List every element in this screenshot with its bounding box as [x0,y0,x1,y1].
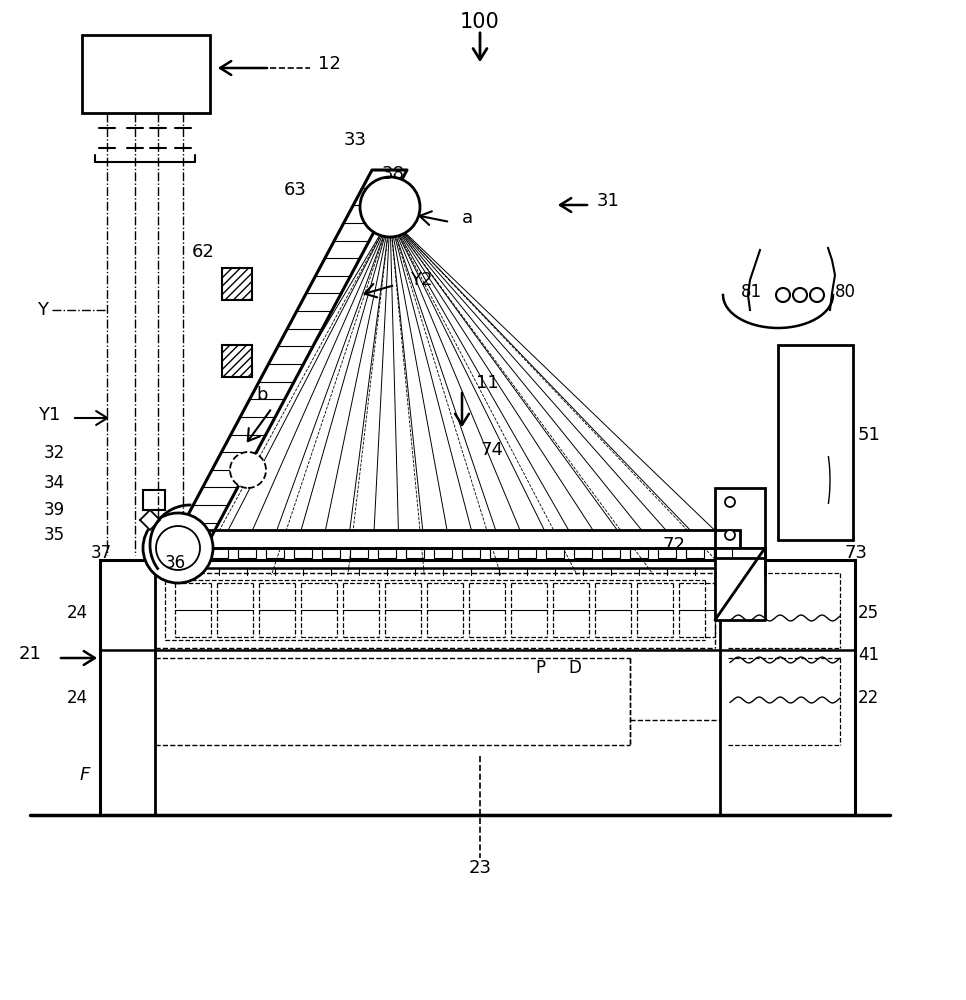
Bar [82,35,210,113]
Text: 74: 74 [480,441,503,459]
Bar [238,548,256,558]
Text: 41: 41 [858,646,879,664]
Bar [434,548,452,558]
Bar [778,345,853,540]
Bar [222,345,252,377]
Text: 24: 24 [67,689,88,707]
Circle shape [725,497,735,507]
Bar [714,548,732,558]
Text: 51: 51 [858,426,881,444]
Text: a: a [462,209,473,227]
Text: 33: 33 [344,131,366,149]
Circle shape [360,177,420,237]
Bar [350,548,368,558]
Bar [602,548,620,558]
Bar [720,560,855,815]
Bar [658,548,676,558]
Bar [406,548,424,558]
Text: 62: 62 [192,243,215,261]
Bar [195,548,740,568]
Text: 25: 25 [858,604,879,622]
Bar [143,490,165,510]
Bar [100,560,855,815]
Text: 39: 39 [43,501,65,519]
Bar [378,548,396,558]
Circle shape [230,452,266,488]
Polygon shape [140,510,160,530]
Bar [518,548,536,558]
Text: 38: 38 [382,165,405,183]
Bar [195,530,740,548]
Bar [715,488,765,558]
Text: Y2: Y2 [410,271,433,289]
Text: b: b [256,386,268,404]
Text: 22: 22 [858,689,879,707]
Text: 73: 73 [845,544,868,562]
Text: P: P [535,659,545,677]
Bar [294,548,312,558]
Text: 34: 34 [43,474,65,492]
Circle shape [776,288,790,302]
Bar [322,548,340,558]
Bar [210,548,228,558]
Polygon shape [165,170,407,558]
Text: 81: 81 [741,283,762,301]
Bar [546,548,564,558]
Text: Y: Y [37,301,48,319]
Text: 12: 12 [318,55,341,73]
Text: 35: 35 [43,526,65,544]
Text: 31: 31 [597,192,620,210]
Text: 37: 37 [91,544,112,562]
Circle shape [143,513,213,583]
Text: 24: 24 [67,604,88,622]
Circle shape [156,526,200,570]
Circle shape [810,288,824,302]
Circle shape [793,288,807,302]
Text: 23: 23 [469,859,492,877]
Bar [630,548,648,558]
Text: 21: 21 [19,645,42,663]
Bar [222,268,252,300]
Bar [574,548,592,558]
Text: 36: 36 [165,554,186,572]
Bar [462,548,480,558]
Circle shape [725,530,735,540]
Bar [490,548,508,558]
Bar [686,548,704,558]
Text: 63: 63 [284,181,306,199]
Polygon shape [715,548,765,620]
Text: 11: 11 [476,374,498,392]
Text: 80: 80 [835,283,856,301]
Text: 100: 100 [460,12,499,32]
Text: 72: 72 [662,536,685,554]
Text: F: F [80,766,91,784]
Bar [266,548,284,558]
Text: Y1: Y1 [38,406,60,424]
Text: 32: 32 [43,444,65,462]
Bar [100,560,155,815]
Text: D: D [568,659,581,677]
